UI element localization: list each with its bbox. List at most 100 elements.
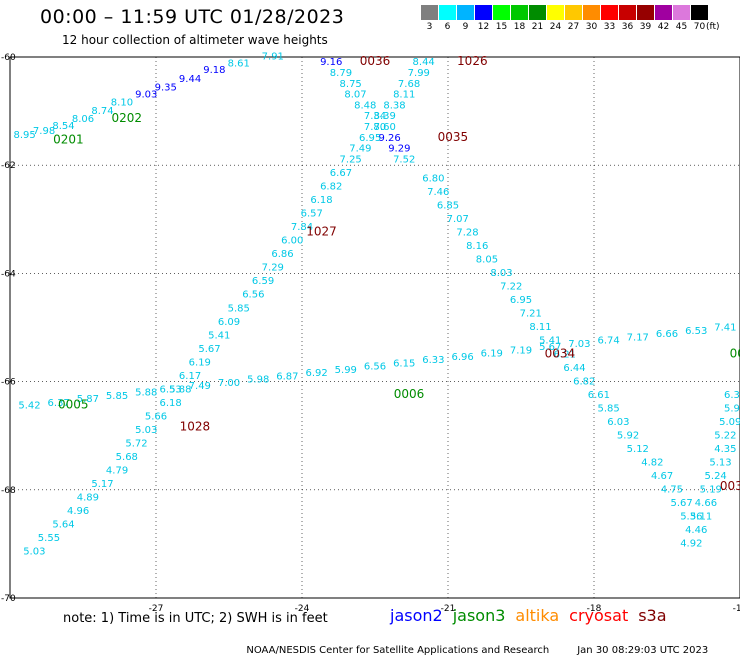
swh-value: 6.53 (159, 384, 181, 395)
pass-label: 0006 (394, 387, 425, 401)
swh-value: 8.16 (466, 241, 488, 252)
colorbar-swatch (691, 5, 708, 20)
swh-value: 6.44 (563, 363, 585, 374)
colorbar-label: 42 (657, 22, 670, 32)
y-tick-label: -66 (1, 378, 16, 388)
pass-label: 0005 (58, 398, 89, 412)
swh-value: 6.56 (242, 290, 264, 301)
pass-label: 0033 (720, 479, 740, 493)
swh-value: 6.96 (451, 352, 473, 363)
satellite-jason2: jason2 (390, 606, 443, 625)
swh-value: 7.41 (714, 323, 736, 334)
swh-value: 9.16 (320, 57, 342, 68)
swh-value: 8.74 (91, 106, 113, 117)
satellite-s3a: s3a (638, 606, 667, 625)
colorbar-label: 9 (462, 22, 469, 32)
swh-value: 7.91 (262, 52, 284, 63)
colorbar-label: 36 (621, 22, 634, 32)
swh-value: 5.36 (680, 512, 702, 523)
swh-value: 7.19 (510, 345, 532, 356)
colorbar-unit: (ft) (706, 22, 720, 32)
swh-value: 9.18 (203, 65, 225, 76)
swh-value: 7.07 (447, 214, 469, 225)
swh-value: 5.42 (18, 401, 40, 412)
colorbar-swatch (655, 5, 672, 20)
swh-value: 5.85 (106, 391, 128, 402)
swh-value: 7.03 (568, 339, 590, 350)
swh-value: 4.96 (67, 506, 89, 517)
swh-value: 5.66 (145, 411, 167, 422)
pass-label: 1028 (180, 419, 211, 433)
swh-value: 6.09 (218, 317, 240, 328)
swh-value: 7.00 (218, 378, 240, 389)
satellite-legend: jason2 jason3 altika cryosat s3a (390, 606, 677, 625)
swh-value: 5.11 (690, 512, 712, 523)
swh-value: 6.56 (364, 362, 386, 373)
swh-value: 6.86 (271, 249, 293, 260)
colorbar-label: 24 (549, 22, 562, 32)
swh-value: 7.25 (340, 154, 362, 165)
swh-value: 9.03 (135, 90, 157, 101)
swh-value: 6.95 (359, 133, 381, 144)
swh-value: 6.66 (656, 329, 678, 340)
swh-value: 7.52 (393, 154, 415, 165)
footnote: note: 1) Time is in UTC; 2) SWH is in fe… (63, 611, 328, 626)
colorbar-swatch (637, 5, 654, 20)
colorbar-swatch (493, 5, 510, 20)
swh-value: 8.75 (340, 79, 362, 90)
pass-label: 0202 (112, 111, 143, 125)
colorbar-label: 12 (477, 22, 490, 32)
swh-value: 5.55 (38, 533, 60, 544)
swh-value: 5.12 (627, 444, 649, 455)
swh-value: 9.44 (179, 74, 201, 85)
y-tick-label: -68 (1, 486, 16, 496)
swh-value: 4.46 (685, 525, 707, 536)
swh-value: 6.82 (573, 376, 595, 387)
swh-value: 6.59 (252, 276, 274, 287)
swh-value: 8.61 (228, 59, 250, 70)
swh-value: 5.09 (719, 417, 740, 428)
swh-value: 6.95 (510, 295, 532, 306)
swh-value: 6.33 (422, 355, 444, 366)
swh-value: 7.80 (364, 122, 386, 133)
swh-value: 5.03 (23, 547, 45, 558)
swh-value: 5.98 (247, 375, 269, 386)
swh-value: 5.85 (597, 403, 619, 414)
swh-value: 4.82 (641, 457, 663, 468)
swh-value: 9.35 (155, 83, 177, 94)
swh-value: 4.67 (651, 471, 673, 482)
swh-value: 7.60 (374, 122, 396, 133)
y-tick-label: -70 (1, 594, 16, 604)
colorbar-label: 3 (426, 22, 433, 32)
swh-value: 8.05 (476, 255, 498, 266)
colorbar-swatch (529, 5, 546, 20)
pass-label: 0201 (53, 133, 84, 147)
swh-value: 7.21 (520, 309, 542, 320)
page-title: 00:00 – 11:59 UTC 01/28/2023 (40, 6, 345, 28)
swh-value: 6.18 (159, 398, 181, 409)
swh-value: 4.75 (661, 485, 683, 496)
colorbar-label: 27 (567, 22, 580, 32)
swh-value: 4.66 (695, 498, 717, 509)
swh-value: 5.67 (670, 498, 692, 509)
swh-value: 6.37 (48, 398, 70, 409)
swh-value: 6.85 (437, 200, 459, 211)
pass-label: 0034 (545, 346, 576, 360)
colorbar-swatch (457, 5, 474, 20)
swh-value: 7.34 (364, 111, 386, 122)
swh-value: 5.17 (91, 479, 113, 490)
x-tick-label: -24 (295, 604, 310, 614)
swh-value: 6.19 (481, 349, 503, 360)
colorbar-swatch (421, 5, 438, 20)
credit-text: NOAA/NESDIS Center for Satellite Applica… (246, 645, 550, 656)
swh-value: 5.41 (208, 330, 230, 341)
swh-value: 5.67 (198, 344, 220, 355)
x-tick-label: -18 (587, 604, 602, 614)
swh-value: 7.68 (398, 79, 420, 90)
swh-value: 8.38 (383, 100, 405, 111)
colorbar-label: 30 (585, 22, 598, 32)
swh-value: 5.13 (709, 457, 731, 468)
swh-value: 5.88 (135, 388, 157, 399)
swh-value: 6.82 (320, 182, 342, 193)
y-tick-label: -64 (1, 269, 16, 279)
